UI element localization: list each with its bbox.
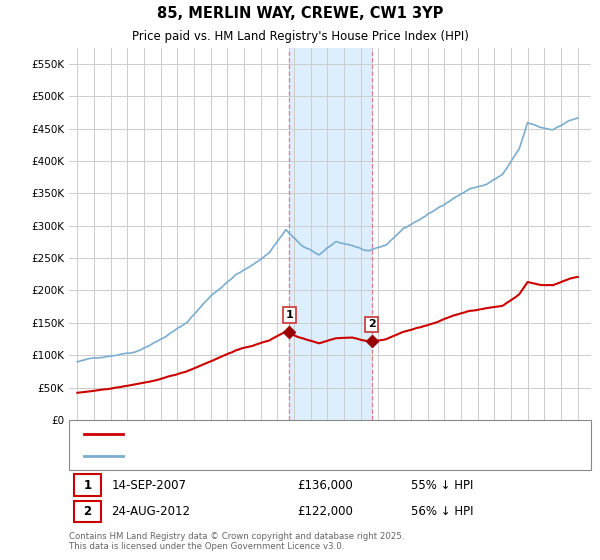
Text: 1: 1 xyxy=(83,479,91,492)
Text: Contains HM Land Registry data © Crown copyright and database right 2025.
This d: Contains HM Land Registry data © Crown c… xyxy=(69,532,404,552)
Text: 85, MERLIN WAY, CREWE, CW1 3YP (detached house): 85, MERLIN WAY, CREWE, CW1 3YP (detached… xyxy=(132,429,409,439)
Text: 24-AUG-2012: 24-AUG-2012 xyxy=(112,505,191,518)
Text: 14-SEP-2007: 14-SEP-2007 xyxy=(112,479,187,492)
Text: £122,000: £122,000 xyxy=(297,505,353,518)
Text: 1: 1 xyxy=(286,310,293,320)
Text: 2: 2 xyxy=(368,319,376,329)
Text: 85, MERLIN WAY, CREWE, CW1 3YP: 85, MERLIN WAY, CREWE, CW1 3YP xyxy=(157,6,443,21)
Text: 55% ↓ HPI: 55% ↓ HPI xyxy=(411,479,473,492)
Text: 2: 2 xyxy=(83,505,91,518)
Text: Price paid vs. HM Land Registry's House Price Index (HPI): Price paid vs. HM Land Registry's House … xyxy=(131,30,469,43)
Text: HPI: Average price, detached house, Cheshire East: HPI: Average price, detached house, Ches… xyxy=(132,451,397,461)
Text: 56% ↓ HPI: 56% ↓ HPI xyxy=(411,505,473,518)
Bar xyxy=(289,48,371,420)
Text: £136,000: £136,000 xyxy=(297,479,353,492)
